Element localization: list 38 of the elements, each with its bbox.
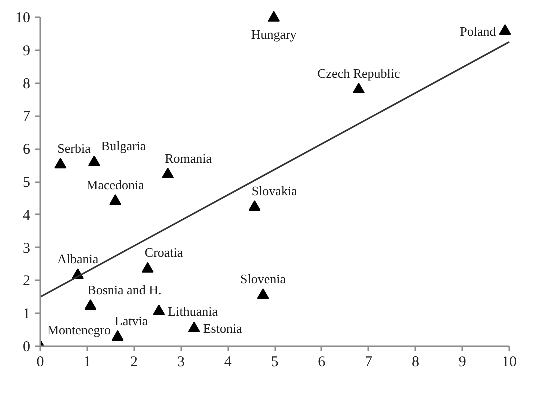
y-tick-label: 9 xyxy=(23,43,30,60)
y-tick-label: 1 xyxy=(23,306,30,323)
x-tick-label: 0 xyxy=(36,354,44,370)
annotation: Romania xyxy=(165,150,212,166)
annotation: Macedonia xyxy=(86,177,145,192)
x-tick-label: 9 xyxy=(458,354,466,370)
annotation: Estonia xyxy=(203,321,243,336)
x-tick-label: 6 xyxy=(318,354,326,370)
x-tick-label: 2 xyxy=(130,354,138,370)
y-tick-label: 0 xyxy=(23,340,30,356)
x-tick-label: 10 xyxy=(502,354,517,370)
annotation: Bosnia and H. xyxy=(88,282,162,298)
y-tick-label: 10 xyxy=(16,10,30,26)
annotation: Bulgaria xyxy=(101,138,146,154)
y-tick-label: 7 xyxy=(23,109,31,126)
annotation: Czech Republic xyxy=(318,66,401,81)
annotation: Hungary xyxy=(251,27,298,42)
y-tick-label: 8 xyxy=(23,76,30,92)
x-tick-label: 1 xyxy=(84,354,92,370)
y-tick-label: 2 xyxy=(23,274,30,290)
y-tick-label: 4 xyxy=(23,208,31,224)
annotation: Serbia xyxy=(58,140,92,156)
annotation: Slovenia xyxy=(240,272,286,287)
y-tick-label: 6 xyxy=(23,142,31,158)
annotation: Montenegro xyxy=(48,322,112,338)
y-tick-label: 3 xyxy=(23,240,30,257)
x-tick-label: 5 xyxy=(271,354,279,370)
annotation: Poland xyxy=(460,24,497,39)
x-tick-label: 8 xyxy=(412,354,420,370)
annotation: Albania xyxy=(57,251,99,266)
annotation: Lithuania xyxy=(168,304,218,320)
annotation: Latvia xyxy=(114,313,148,328)
x-tick-label: 7 xyxy=(365,354,374,370)
y-tick-label: 5 xyxy=(23,175,30,191)
x-tick-label: 3 xyxy=(177,354,185,370)
annotation: Croatia xyxy=(144,245,184,260)
annotation: Slovakia xyxy=(252,183,298,198)
x-tick-label: 4 xyxy=(224,354,232,370)
